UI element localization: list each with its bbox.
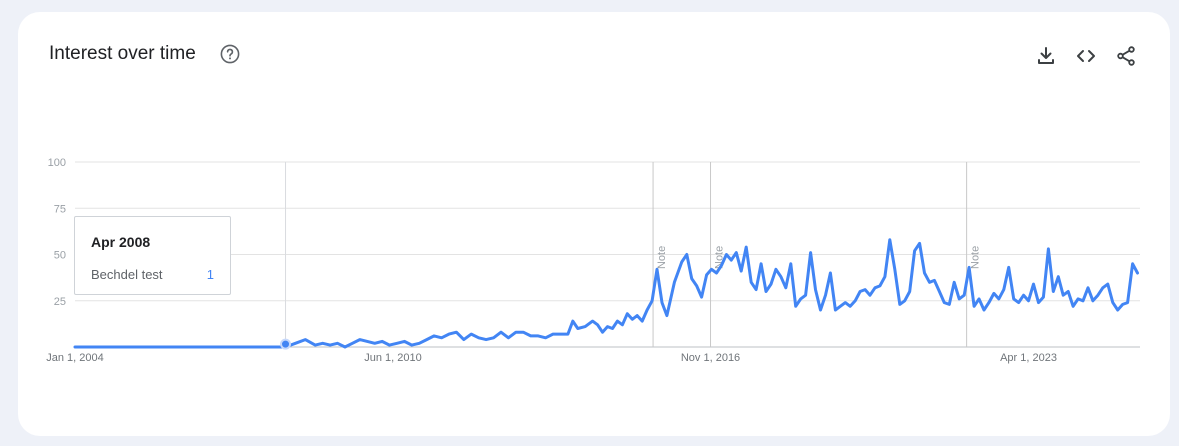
tooltip-series-name: Bechdel test <box>91 267 163 282</box>
x-tick-label-1: Jun 1, 2010 <box>364 352 422 364</box>
series-line-0 <box>73 238 1139 349</box>
share-icon[interactable] <box>1114 44 1138 68</box>
chart-title: Interest over time <box>49 43 196 64</box>
y-tick-label-75: 75 <box>54 203 66 215</box>
hover-tooltip: Apr 2008 Bechdel test 1 <box>74 216 231 295</box>
highlight-point <box>280 338 292 350</box>
note-label-0[interactable]: Note <box>656 246 668 269</box>
download-icon[interactable] <box>1034 44 1058 68</box>
embed-code-icon[interactable] <box>1074 44 1098 68</box>
x-tick-label-3: Apr 1, 2023 <box>1000 352 1057 364</box>
y-tick-label-25: 25 <box>54 296 66 308</box>
tooltip-date: Apr 2008 <box>91 234 151 250</box>
x-tick-label-0: Jan 1, 2004 <box>46 352 104 364</box>
y-tick-label-100: 100 <box>48 157 66 169</box>
tooltip-value: 1 <box>206 267 214 282</box>
help-icon[interactable] <box>220 44 240 64</box>
note-label-2[interactable]: Note <box>970 246 982 269</box>
y-tick-label-50: 50 <box>54 250 66 262</box>
x-tick-label-2: Nov 1, 2016 <box>681 352 740 364</box>
